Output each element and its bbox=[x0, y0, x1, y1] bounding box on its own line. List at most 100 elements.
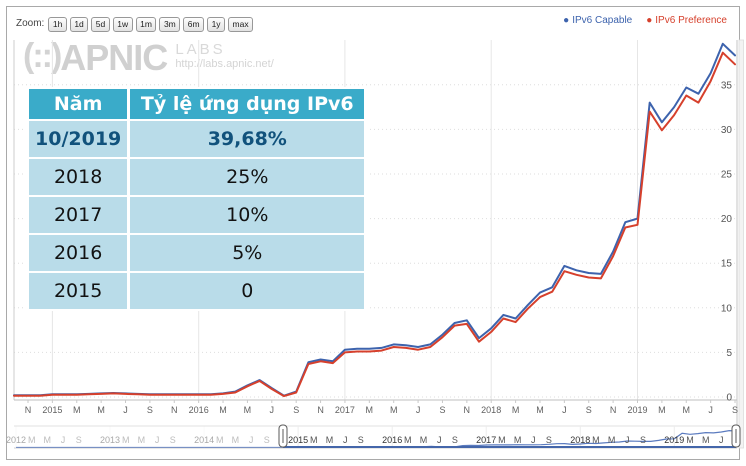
svg-text:M: M bbox=[97, 405, 105, 415]
table-cell-rate: 10% bbox=[130, 197, 365, 233]
svg-text:35: 35 bbox=[721, 80, 733, 91]
svg-text:S: S bbox=[546, 435, 552, 445]
svg-text:2019: 2019 bbox=[627, 405, 647, 415]
svg-text:10: 10 bbox=[721, 303, 733, 314]
zoom-button-3m[interactable]: 3m bbox=[159, 16, 181, 32]
svg-text:30: 30 bbox=[721, 125, 733, 136]
table-cell-year: 2018 bbox=[29, 159, 128, 195]
svg-text:M: M bbox=[216, 435, 224, 445]
chart-panel: Zoom: 1h 1d 5d 1w 1m 3m 6m 1y max ● IPv6 Capable ●… bbox=[6, 6, 740, 460]
table-row: 2016 5% bbox=[29, 235, 365, 271]
apnic-url-text: http://labs.apnic.net/ bbox=[175, 58, 273, 70]
svg-text:S: S bbox=[732, 405, 738, 415]
svg-text:S: S bbox=[586, 405, 592, 415]
table-cell-year: 2017 bbox=[29, 197, 128, 233]
zoom-button-6m[interactable]: 6m bbox=[183, 16, 205, 32]
svg-text:M: M bbox=[514, 435, 522, 445]
svg-text:M: M bbox=[232, 435, 240, 445]
range-selector: Zoom: 1h 1d 5d 1w 1m 3m 6m 1y max bbox=[16, 14, 256, 32]
svg-text:J: J bbox=[155, 435, 160, 445]
svg-text:25: 25 bbox=[721, 170, 733, 181]
svg-text:J: J bbox=[708, 405, 713, 415]
svg-text:J: J bbox=[249, 435, 254, 445]
svg-text:S: S bbox=[439, 405, 445, 415]
svg-text:N: N bbox=[317, 405, 324, 415]
right-scrollbar-track[interactable] bbox=[738, 39, 744, 449]
zoom-button-max[interactable]: max bbox=[228, 16, 254, 32]
legend-marker-icon: ● bbox=[646, 15, 653, 26]
svg-text:J: J bbox=[531, 435, 536, 445]
svg-text:M: M bbox=[310, 435, 318, 445]
legend-item-ipv6-preference[interactable]: ● IPv6 Preference bbox=[646, 15, 727, 26]
table-cell-rate: 0 bbox=[130, 273, 365, 309]
svg-text:2019: 2019 bbox=[664, 435, 684, 445]
svg-text:S: S bbox=[358, 435, 364, 445]
zoom-button-1d[interactable]: 1d bbox=[69, 16, 89, 32]
table-header-year: Năm bbox=[29, 89, 128, 119]
table-row: 10/2019 39,68% bbox=[29, 121, 365, 157]
table-row: 2015 0 bbox=[29, 273, 365, 309]
svg-text:M: M bbox=[420, 435, 428, 445]
navigator-mask bbox=[15, 427, 283, 447]
svg-text:N: N bbox=[610, 405, 617, 415]
zoom-button-5d[interactable]: 5d bbox=[91, 16, 110, 32]
svg-text:M: M bbox=[498, 435, 506, 445]
legend-label: IPv6 Capable bbox=[572, 15, 633, 26]
svg-text:M: M bbox=[592, 435, 600, 445]
ipv6-adoption-table: Năm Tỷ lệ ứng dụng IPv6 10/2019 39,68% 201… bbox=[26, 87, 368, 311]
svg-text:2018: 2018 bbox=[481, 405, 501, 415]
apnic-logo-icon: (::) bbox=[23, 37, 62, 76]
navigator-handle-left[interactable] bbox=[278, 424, 288, 448]
svg-text:M: M bbox=[244, 405, 252, 415]
zoom-buttons: 1h 1d 5d 1w 1m 3m 6m 1y max bbox=[48, 14, 256, 32]
svg-text:N: N bbox=[171, 405, 178, 415]
apnic-brand-text: APNIC bbox=[60, 37, 168, 79]
svg-text:M: M bbox=[122, 435, 130, 445]
table-cell-rate: 39,68% bbox=[130, 121, 365, 157]
svg-text:S: S bbox=[264, 435, 270, 445]
table-cell-rate: 25% bbox=[130, 159, 365, 195]
table-row: 2017 10% bbox=[29, 197, 365, 233]
svg-text:N: N bbox=[25, 405, 32, 415]
svg-text:M: M bbox=[366, 405, 374, 415]
table-cell-year: 10/2019 bbox=[29, 121, 128, 157]
svg-text:M: M bbox=[686, 435, 694, 445]
svg-text:M: M bbox=[683, 405, 691, 415]
svg-text:J: J bbox=[437, 435, 442, 445]
svg-text:M: M bbox=[73, 405, 81, 415]
legend-marker-icon: ● bbox=[563, 15, 570, 26]
legend-item-ipv6-capable[interactable]: ● IPv6 Capable bbox=[563, 15, 632, 26]
svg-text:N: N bbox=[464, 405, 471, 415]
apnic-watermark: (::) APNIC LABS http://labs.apnic.net/ bbox=[23, 37, 274, 79]
zoom-button-1y[interactable]: 1y bbox=[207, 16, 226, 32]
navigator-track[interactable] bbox=[14, 426, 737, 448]
svg-text:M: M bbox=[404, 435, 412, 445]
svg-text:15: 15 bbox=[721, 259, 733, 270]
svg-text:M: M bbox=[28, 435, 36, 445]
zoom-label: Zoom: bbox=[16, 17, 45, 29]
legend: ● IPv6 Capable ● IPv6 Preference bbox=[549, 15, 727, 26]
svg-text:M: M bbox=[44, 435, 52, 445]
zoom-button-1h[interactable]: 1h bbox=[48, 16, 67, 32]
svg-text:M: M bbox=[512, 405, 520, 415]
svg-text:M: M bbox=[390, 405, 398, 415]
zoom-button-1w[interactable]: 1w bbox=[112, 16, 133, 32]
svg-text:M: M bbox=[138, 435, 146, 445]
svg-text:J: J bbox=[343, 435, 348, 445]
svg-text:0: 0 bbox=[726, 393, 732, 404]
svg-text:S: S bbox=[76, 435, 82, 445]
svg-text:2013: 2013 bbox=[100, 435, 120, 445]
svg-text:M: M bbox=[536, 405, 544, 415]
x-axis-labels: N 2015 M M J S N 2016 M M J S N 2017 M M J S N 2018 M M J S N 201… bbox=[25, 400, 738, 415]
svg-text:M: M bbox=[702, 435, 710, 445]
svg-text:2016: 2016 bbox=[189, 405, 209, 415]
navigator-axis-labels: 2012MMJS2013MMJS2014MMJS2015MMJS2016MMJS… bbox=[6, 435, 740, 445]
svg-text:2017: 2017 bbox=[335, 405, 355, 415]
zoom-button-1m[interactable]: 1m bbox=[135, 16, 157, 32]
navigator-handle-right[interactable] bbox=[731, 424, 741, 448]
svg-text:2014: 2014 bbox=[194, 435, 214, 445]
svg-text:2012: 2012 bbox=[6, 435, 26, 445]
svg-text:S: S bbox=[452, 435, 458, 445]
